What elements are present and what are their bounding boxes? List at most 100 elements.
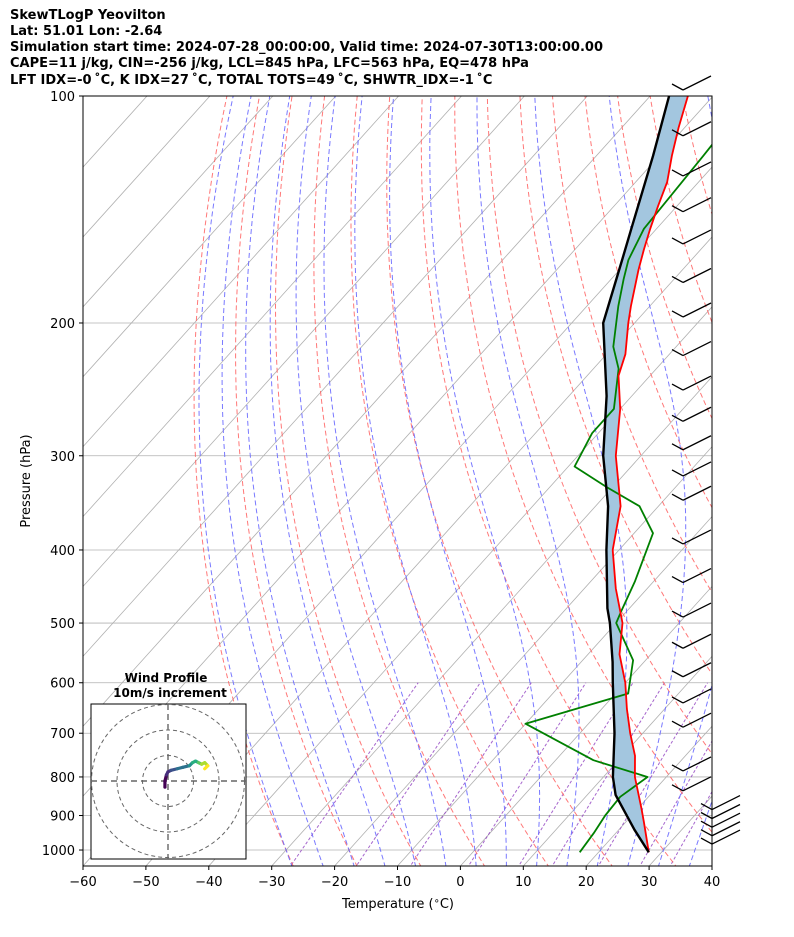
- wind-barb-flag: [671, 310, 684, 318]
- x-tick-label: −20: [321, 875, 348, 890]
- wind-barb-flag: [671, 383, 684, 391]
- wind-barb-flag: [700, 802, 713, 811]
- dry-adiabat-line: [350, 96, 549, 866]
- wind-barb-staff: [682, 662, 712, 678]
- x-tick-label: −30: [258, 875, 285, 890]
- wind-barb-flag: [671, 670, 684, 678]
- wind-barb-staff: [682, 161, 712, 177]
- dry-adiabat-line: [454, 96, 712, 833]
- cape-area: [603, 96, 688, 853]
- indices-line-2: LFT IDX=-0 ˚C, K IDX=27 ˚C, TOTAL TOTS=4…: [10, 73, 493, 88]
- wind-barb-staff: [682, 340, 712, 357]
- wind-barb-staff: [682, 121, 712, 137]
- cape-cin-shading: [603, 96, 688, 853]
- wind-barb-staff: [682, 302, 712, 318]
- dry-adiabat-line: [552, 96, 712, 594]
- wind-barb-flag: [671, 348, 684, 357]
- dry-adiabat-line: [420, 96, 677, 866]
- y-tick-label: 600: [50, 677, 75, 692]
- moist-adiabat-line: [354, 96, 477, 866]
- y-tick-label: 700: [50, 727, 75, 742]
- wind-barb-staff: [711, 794, 741, 811]
- time-line: Simulation start time: 2024-07-28_00:00:…: [10, 40, 603, 55]
- wind-barb-staff: [682, 197, 712, 213]
- wind-barb-flag: [671, 169, 684, 177]
- x-tick-label: −10: [384, 875, 411, 890]
- isotherm-line: [334, 446, 712, 866]
- isotherm-line: [83, 96, 337, 378]
- wind-barb-staff: [682, 688, 712, 704]
- wind-barb-staff: [682, 435, 712, 451]
- isotherm-line: [761, 61, 794, 881]
- y-tick-label: 300: [50, 450, 75, 465]
- y-tick-label: 500: [50, 617, 75, 632]
- wind-barb-flag: [671, 575, 684, 584]
- wind-barb-flag: [671, 414, 684, 422]
- moist-adiabat-line: [221, 96, 324, 866]
- y-tick-label: 1000: [42, 844, 75, 859]
- isotherm-line: [83, 96, 525, 588]
- moist-adiabat-line: [429, 96, 541, 866]
- indices-line-1: CAPE=11 j/kg, CIN=-256 j/kg, LCL=845 hPa…: [10, 56, 529, 71]
- wind-barb-staff: [682, 485, 712, 501]
- wind-barb-flag: [671, 764, 684, 772]
- moist-adiabat-line: [198, 96, 293, 866]
- temperature-line: [611, 96, 689, 853]
- moist-adiabat-line: [295, 96, 417, 866]
- y-tick-label: 900: [50, 810, 75, 825]
- isotherm-line: [83, 96, 651, 727]
- wind-barb-staff: [682, 756, 712, 772]
- isotherm-line: [208, 306, 712, 866]
- mixing-ratio-line: [669, 790, 712, 866]
- wind-barb-flag: [700, 837, 713, 845]
- dry-adiabat-line: [519, 96, 712, 675]
- isotherm-line: [83, 96, 211, 238]
- moist-adiabat-line: [714, 96, 794, 883]
- x-axis-ticks: −60 −50 −40 −30 −20 −10 0 10 20 30 40: [69, 866, 720, 890]
- x-tick-label: −40: [195, 875, 222, 890]
- wind-barb-staff: [711, 812, 741, 828]
- wind-barb-staff: [682, 75, 712, 91]
- isotherm-line: [271, 376, 712, 866]
- y-tick-label: 200: [50, 317, 75, 332]
- wind-barb-flag: [671, 205, 684, 213]
- wind-barb-flag: [700, 829, 713, 837]
- dry-adiabat-line: [740, 62, 794, 882]
- dry-adiabat-line: [313, 96, 486, 866]
- inset-title: Wind Profile: [125, 671, 208, 685]
- dry-adiabat-line: [772, 62, 794, 882]
- wind-barb-staff: [682, 375, 712, 391]
- moist-adiabat-line: [269, 96, 386, 866]
- wind-barb-flag: [671, 493, 684, 501]
- parcel-line: [602, 96, 671, 853]
- isotherm-line: [83, 96, 400, 448]
- moist-adiabat-line: [688, 799, 712, 866]
- mixing-ratio-line: [551, 682, 665, 866]
- wind-barb-flag: [671, 83, 684, 91]
- wind-barb-flag: [671, 443, 684, 451]
- x-tick-label: 0: [456, 875, 464, 890]
- wind-barb-flag: [671, 641, 684, 649]
- dry-adiabat-line: [617, 96, 712, 420]
- moist-adiabat-line: [658, 96, 712, 866]
- hodograph-segment: [203, 764, 210, 771]
- wind-barb-staff: [711, 829, 741, 845]
- wind-barb-flag: [671, 696, 684, 704]
- wind-barb-staff: [682, 229, 712, 245]
- x-tick-label: 40: [704, 875, 721, 890]
- moist-adiabat-line: [608, 96, 687, 866]
- y-axis-label: Pressure (hPa): [19, 434, 34, 527]
- moist-adiabat-line: [476, 96, 580, 866]
- moist-adiabat-line: [245, 96, 355, 866]
- mixing-ratio-line: [409, 682, 532, 866]
- isotherm-line: [83, 96, 588, 657]
- x-axis-label: Temperature (∘C): [341, 896, 454, 912]
- x-tick-label: −60: [69, 875, 96, 890]
- wind-barb-flag: [671, 237, 684, 245]
- wind-barb-flag: [700, 811, 713, 820]
- moist-adiabat-line: [323, 96, 447, 866]
- wind-barb-staff: [682, 529, 712, 545]
- x-tick-label: 20: [578, 875, 595, 890]
- x-tick-label: 10: [515, 875, 532, 890]
